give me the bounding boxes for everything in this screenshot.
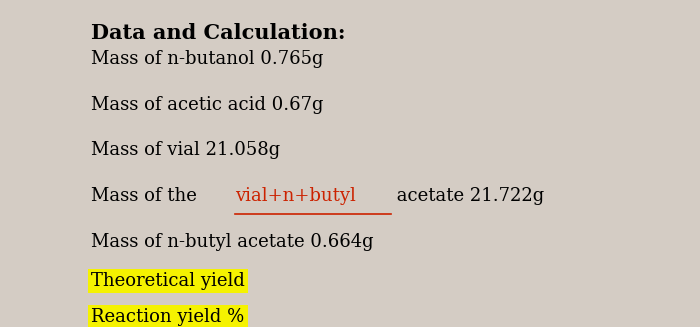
Text: Reaction yield %: Reaction yield % [91,308,244,326]
Text: Mass of the: Mass of the [91,187,202,205]
Text: vial+n+butyl: vial+n+butyl [235,187,356,205]
Text: acetate 21.722g: acetate 21.722g [391,187,545,205]
Text: Theoretical yield: Theoretical yield [91,272,245,290]
Text: Mass of n-butanol 0.765g: Mass of n-butanol 0.765g [91,50,323,68]
Text: Mass of acetic acid 0.67g: Mass of acetic acid 0.67g [91,95,323,114]
Text: Data and Calculation:: Data and Calculation: [91,23,346,43]
Text: Mass of n-butyl acetate 0.664g: Mass of n-butyl acetate 0.664g [91,233,374,251]
Text: Mass of vial 21.058g: Mass of vial 21.058g [91,141,280,160]
